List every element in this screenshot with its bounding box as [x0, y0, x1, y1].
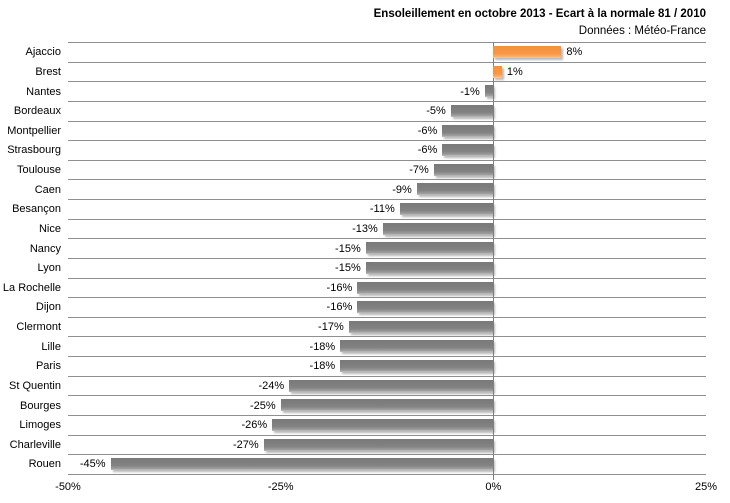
value-label: -1% — [460, 85, 480, 98]
value-label: -18% — [309, 340, 336, 353]
value-label: -16% — [326, 301, 353, 314]
chart-row: Montpellier -6% — [7, 122, 706, 142]
category-label: Bordeaux — [13, 105, 61, 118]
bar — [365, 261, 494, 274]
chart-row: Strasbourg -6% — [7, 141, 706, 161]
bar — [289, 379, 494, 392]
chart-row: Rouen -45% — [29, 455, 706, 475]
chart-row: Bordeaux -5% — [14, 102, 706, 122]
category-label: Ajaccio — [25, 46, 61, 59]
chart-row: Dijon -16% — [36, 298, 706, 318]
bar — [442, 144, 494, 157]
category-label: St Quentin — [9, 379, 61, 392]
category-label: Lyon — [37, 262, 61, 275]
value-label: -7% — [409, 164, 429, 177]
bar — [493, 46, 562, 58]
chart-row: St Quentin -24% — [9, 377, 706, 397]
bar — [365, 242, 494, 255]
bar — [416, 183, 494, 196]
chart-row: Toulouse -7% — [17, 161, 706, 181]
category-label: Besançon — [12, 203, 61, 216]
chart-header: Ensoleillement en octobre 2013 - Ecart à… — [374, 7, 706, 39]
bar — [493, 65, 502, 78]
chart-row: Nantes -1% — [26, 82, 706, 102]
bar — [357, 301, 494, 314]
x-axis-tick-label: -25% — [267, 481, 294, 493]
value-label: -11% — [369, 203, 395, 216]
chart-row: Paris -18% — [36, 357, 706, 377]
category-label: Nice — [38, 222, 61, 235]
chart-row: Nancy -15% — [30, 239, 706, 259]
value-label: -26% — [241, 419, 268, 432]
chart-row: Nice -13% — [39, 220, 706, 240]
value-label: -9% — [392, 183, 412, 196]
value-label: -6% — [417, 144, 438, 157]
value-label: 8% — [566, 46, 583, 59]
bar — [442, 124, 494, 137]
chart-row: Besançon -11% — [12, 200, 706, 220]
chart-row: Limoges -26% — [19, 416, 706, 436]
chart-row: Caen -9% — [35, 180, 706, 200]
category-label: Strasbourg — [7, 144, 61, 157]
value-label: -15% — [335, 262, 361, 275]
category-label: Dijon — [35, 301, 61, 314]
value-label: -6% — [417, 124, 438, 137]
category-label: Brest — [35, 65, 61, 78]
category-label: Caen — [34, 183, 61, 196]
value-label: -27% — [232, 438, 259, 451]
value-label: -25% — [249, 399, 276, 412]
category-label: Limoges — [19, 419, 61, 432]
bar — [110, 458, 494, 471]
x-axis-tick-label: 0% — [485, 481, 502, 493]
value-label: -5% — [426, 105, 446, 118]
value-label: -24% — [258, 379, 285, 392]
zero-axis-line — [493, 42, 495, 480]
category-label: Toulouse — [16, 164, 61, 177]
category-label: Charleville — [9, 438, 61, 451]
bar — [280, 399, 494, 412]
chart-row: Lille -18% — [41, 337, 706, 357]
bar — [272, 418, 494, 431]
category-label: Nantes — [26, 85, 61, 98]
bar — [484, 85, 494, 98]
chart-row: Ajaccio 8% — [26, 43, 706, 63]
value-label: 1% — [506, 65, 523, 78]
bar — [263, 438, 494, 451]
category-label: Bourges — [20, 399, 61, 412]
chart-row: Lyon -15% — [38, 259, 706, 279]
bar — [340, 360, 494, 372]
chart-row: Brest 1% — [35, 63, 706, 83]
category-label: Clermont — [16, 321, 61, 334]
bar — [450, 104, 494, 117]
bar — [382, 222, 494, 235]
chart-row: La Rochelle -16% — [3, 279, 706, 299]
value-label: -15% — [335, 242, 361, 255]
x-axis-tick-label: 25% — [694, 481, 718, 493]
x-axis-tick-label: -50% — [55, 481, 81, 493]
value-label: -18% — [309, 360, 336, 373]
value-label: -17% — [318, 321, 344, 334]
value-label: -45% — [79, 458, 106, 471]
category-label: Montpellier — [7, 124, 61, 137]
category-label: La Rochelle — [2, 281, 61, 294]
bar — [340, 340, 494, 353]
category-label: Paris — [35, 360, 61, 373]
chart-row: Bourges -25% — [20, 396, 706, 416]
chart-subtitle: Données : Météo-France — [578, 25, 706, 37]
bar — [348, 320, 494, 333]
bar — [433, 163, 494, 176]
chart-row: Charleville -27% — [10, 436, 706, 456]
category-label: Rouen — [28, 458, 61, 471]
plot-area: Ajaccio 8% Brest 1% Nantes -1% Bordeaux -5% Mont… — [3, 42, 706, 480]
value-label: -16% — [326, 281, 353, 294]
chart-title: Ensoleillement en octobre 2013 - Ecart à… — [373, 8, 706, 20]
value-label: -13% — [352, 222, 378, 235]
bar — [357, 281, 494, 294]
bar — [399, 203, 494, 215]
category-label: Nancy — [29, 242, 61, 255]
category-label: Lille — [41, 340, 61, 353]
chart-row: Clermont -17% — [16, 318, 706, 338]
